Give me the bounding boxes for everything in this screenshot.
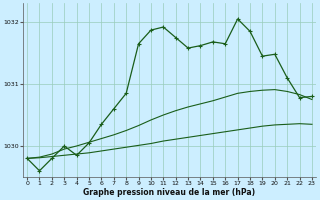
X-axis label: Graphe pression niveau de la mer (hPa): Graphe pression niveau de la mer (hPa)	[84, 188, 256, 197]
